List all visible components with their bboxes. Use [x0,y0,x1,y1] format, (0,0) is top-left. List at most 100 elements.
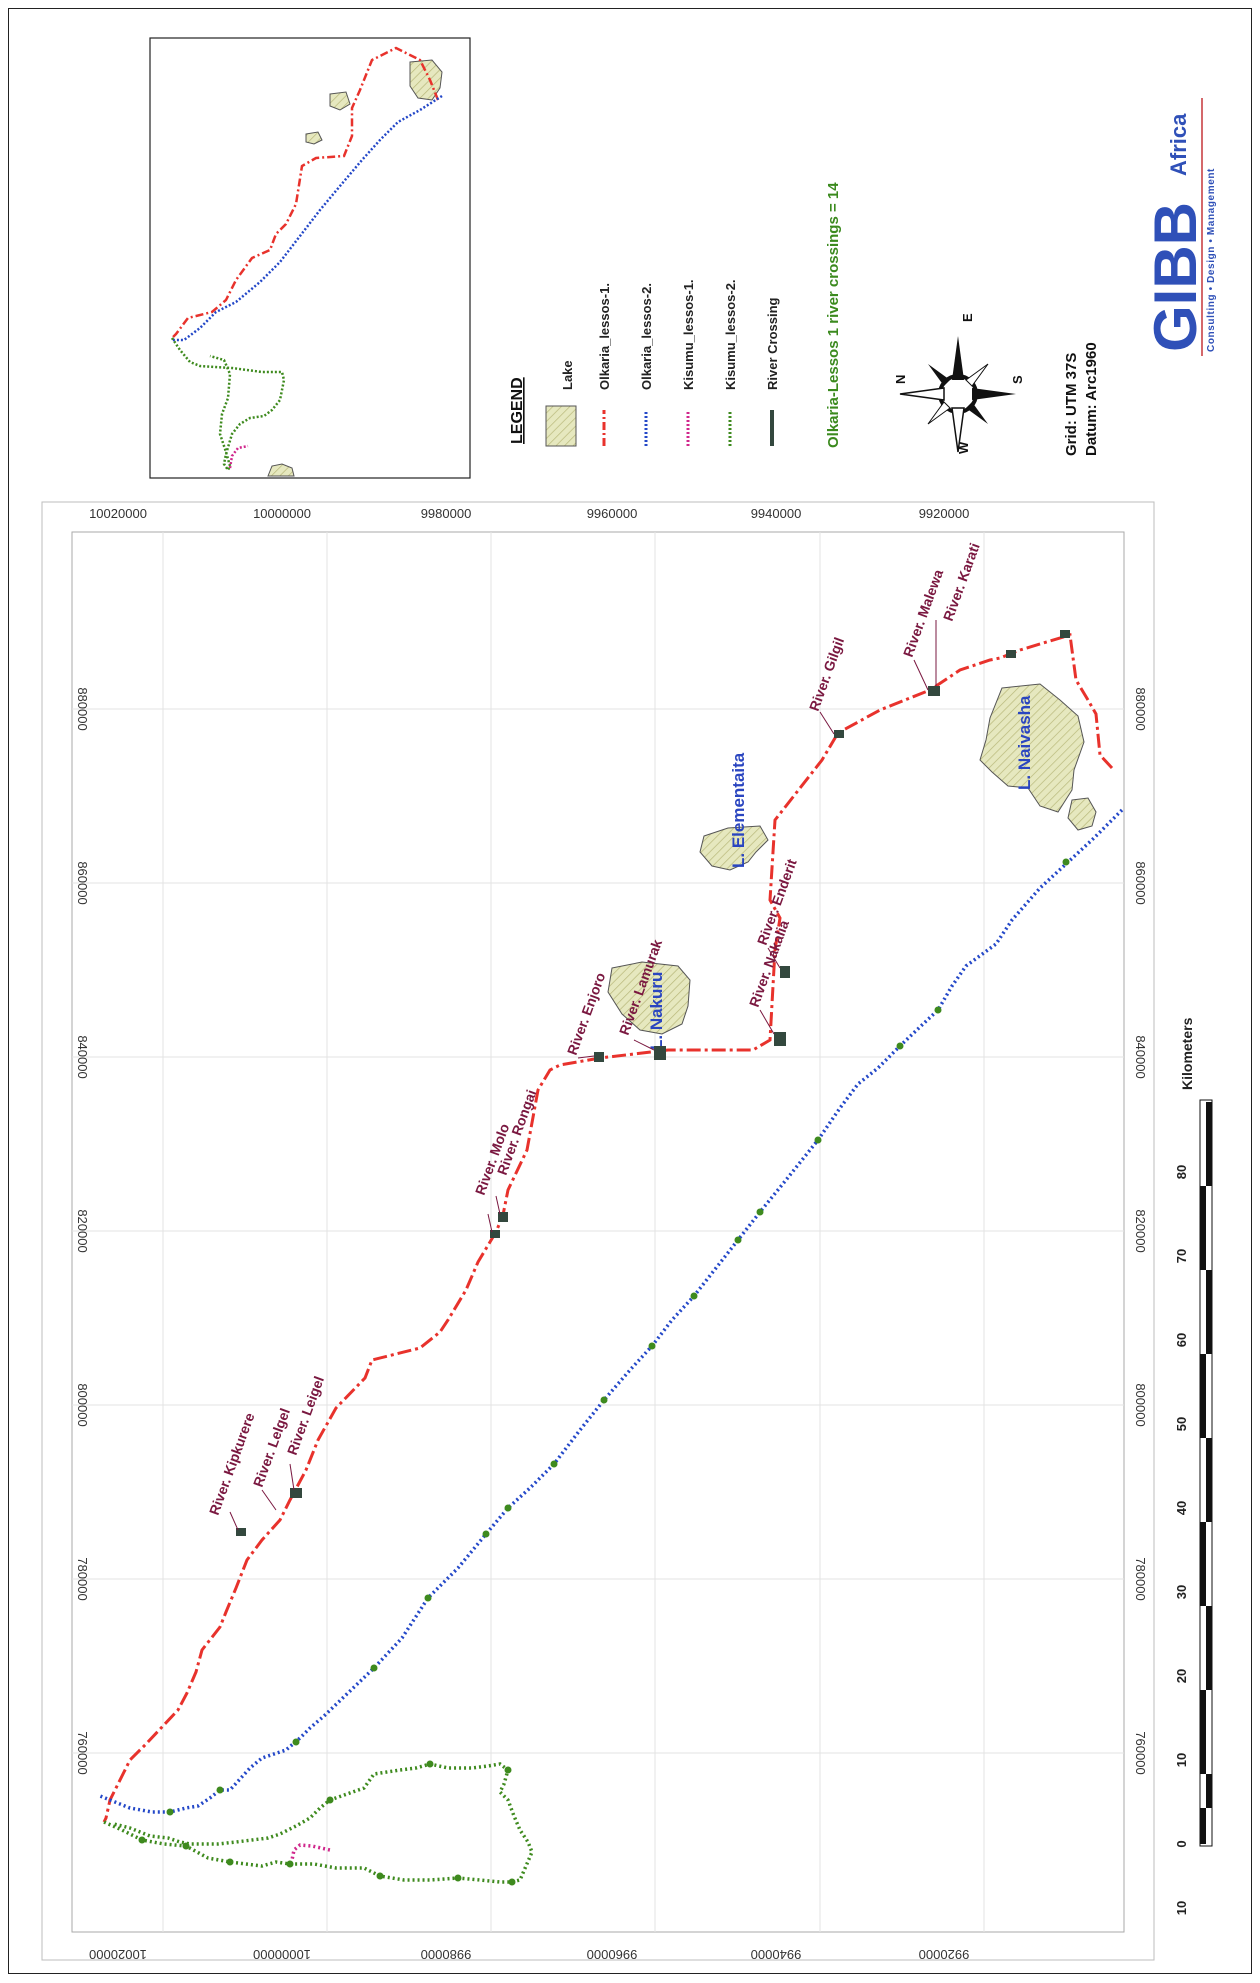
tick-label-easting: 800000 [1133,1383,1148,1426]
inset-map [149,37,471,479]
scale-label: 10 [1174,1901,1189,1915]
route-marker [934,1006,942,1014]
route-marker [376,1872,384,1880]
inset-route-olkaria-lessos-1 [171,46,440,339]
scale-label: 0 [1174,1840,1189,1847]
compass-letter-s: S [1010,375,1025,384]
tick-label-easting: 880000 [1133,687,1148,730]
legend-label-kisumu-2: Kisumu_lessos-2. [723,279,738,390]
scale-bar: 10 0 10 20 30 40 50 60 70 80 Kilometers [1174,1017,1213,1915]
route-marker [482,1530,490,1538]
route-marker [182,1842,190,1850]
legend-label-olkaria-2: Olkaria_lessos-2. [639,283,654,390]
crossings-summary: Olkaria-Lessos 1 river crossings = 14 [825,182,842,448]
inset-lake-elementaita [305,131,323,145]
scale-label: 40 [1174,1501,1189,1515]
easting-ticks-top: 760000 780000 800000 820000 840000 86000… [75,687,90,1774]
tick-label-northing: 9960000 [587,1947,638,1962]
lake-label-elementaita: L. Elementaita [729,752,748,868]
logo-tag: Africa [1166,113,1191,176]
compass-letters: N E S W [893,313,1025,454]
lake-label-nakuru: L. Nakuru [647,972,666,1050]
inset-map-frame [149,37,471,479]
route-marker [286,1860,294,1868]
tick-label-easting: 840000 [1133,1035,1148,1078]
tick-label-northing: 9980000 [421,506,472,521]
tick-label-easting: 760000 [75,1731,90,1774]
river-crossing [928,686,940,696]
tick-label-easting: 820000 [75,1209,90,1252]
scale-label: 10 [1174,1753,1189,1767]
inset-route-kisumu-lessos-2 [170,337,286,473]
tick-label-easting: 800000 [75,1383,90,1426]
leader-line [577,1055,595,1059]
route-marker [424,1594,432,1602]
tick-label-northing: 9920000 [919,1947,970,1962]
tick-label-northing: 9960000 [587,506,638,521]
main-map: 760000 780000 800000 820000 840000 86000… [41,501,1213,1962]
tick-label-northing: 10020000 [89,506,147,521]
route-marker [814,1136,822,1144]
leader-line [819,711,835,735]
route-marker [504,1766,512,1774]
river-crossings [236,630,1070,1536]
scale-label: 30 [1174,1585,1189,1599]
scale-label: 50 [1174,1417,1189,1431]
river-crossing [1006,650,1016,658]
scale-label: 70 [1174,1249,1189,1263]
leader-line [759,1009,775,1035]
northing-ticks-left: 10020000 10000000 9980000 9960000 994000… [89,1947,969,1962]
river-crossing [490,1230,500,1238]
route-marker [292,1738,300,1746]
inset-lake-victoria-edge [267,463,295,477]
compass-letter-e: E [960,313,975,322]
route-marker [1062,858,1070,866]
tick-label-northing: 10000000 [253,506,311,521]
route-marker [648,1342,656,1350]
logo-name: GIBB [1142,202,1209,352]
inset-route-olkaria-lessos-2 [172,94,443,342]
gibb-africa-logo: GIBB Africa Consulting • Design • Manage… [1142,98,1217,356]
compass-letter-n: N [893,375,908,384]
lake-labels: L. Naivasha L. Nakuru L. Elementaita [647,695,1034,1050]
river-crossing [780,966,790,978]
river-crossing [774,1032,786,1046]
north-arrow-icon [899,336,1016,453]
route-marker [216,1786,224,1794]
river-crossing [236,1528,246,1536]
legend-label-olkaria-1: Olkaria_lessos-1. [597,283,612,390]
lake-elementaita [699,825,769,871]
leader-line [495,1195,501,1215]
route-marker [508,1878,516,1886]
inset-route-kisumu-lessos-1 [228,444,249,469]
tick-label-easting: 780000 [75,1557,90,1600]
route-marker [226,1858,234,1866]
route-marker [600,1396,608,1404]
tick-label-northing: 9940000 [751,506,802,521]
tick-label-northing: 10020000 [89,1947,147,1962]
inset-lake-nakuru [329,91,351,111]
river-crossing [594,1052,604,1062]
compass-letter-w: W [956,441,971,454]
river-crossing [498,1212,508,1222]
easting-ticks-bottom: 760000 780000 800000 820000 840000 86000… [1133,687,1148,1774]
route-marker [370,1664,378,1672]
tick-label-easting: 880000 [75,687,90,730]
route-marker [426,1760,434,1768]
leader-line [229,1511,239,1531]
lake-label-naivasha: L. Naivasha [1015,695,1034,790]
river-crossing [290,1488,302,1498]
leader-line [261,1489,277,1511]
logo-subtitle: Consulting • Design • Management [1206,168,1217,352]
route-markers [138,858,1070,1886]
legend: LEGEND Lake Olkaria_lessos-1. Olkaria_le… [509,279,780,447]
river-crossing [654,1046,666,1060]
river-crossing [1060,630,1070,638]
route-marker [138,1836,146,1844]
scale-bar-labels: 10 0 10 20 30 40 50 60 70 80 Kilometers [1174,1017,1195,1915]
tick-label-northing: 9980000 [421,1947,472,1962]
route-marker [550,1460,558,1468]
route-marker [690,1292,698,1300]
